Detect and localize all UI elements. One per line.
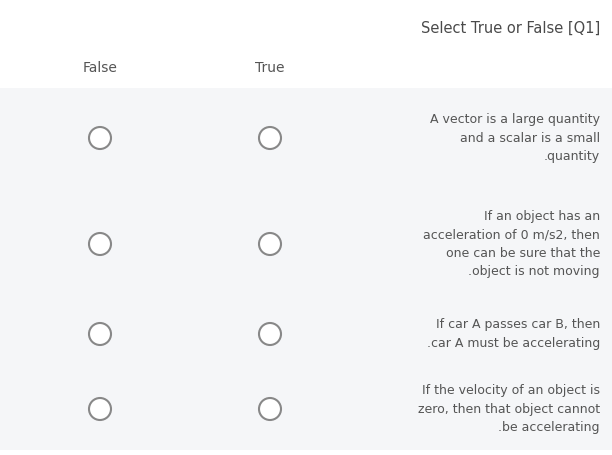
- Circle shape: [259, 323, 281, 345]
- Bar: [0, 88, 612, 188]
- Circle shape: [259, 127, 281, 149]
- Circle shape: [89, 233, 111, 255]
- Circle shape: [259, 233, 281, 255]
- Text: If car A passes car B, then
.car A must be accelerating: If car A passes car B, then .car A must …: [427, 318, 600, 350]
- Text: If an object has an
acceleration of 0 m/s2, then
one can be sure that the
.objec: If an object has an acceleration of 0 m/…: [424, 210, 600, 278]
- Text: If the velocity of an object is
zero, then that object cannot
.be accelerating: If the velocity of an object is zero, th…: [418, 384, 600, 434]
- Text: Select True or False [Q1]: Select True or False [Q1]: [421, 20, 600, 35]
- Bar: [0, 368, 612, 450]
- Circle shape: [89, 127, 111, 149]
- Text: A vector is a large quantity
and a scalar is a small
.quantity: A vector is a large quantity and a scala…: [430, 113, 600, 163]
- Text: True: True: [255, 61, 285, 75]
- Text: False: False: [83, 61, 118, 75]
- Bar: [0, 300, 612, 368]
- Circle shape: [89, 323, 111, 345]
- Circle shape: [89, 398, 111, 420]
- Circle shape: [259, 398, 281, 420]
- Bar: [0, 188, 612, 300]
